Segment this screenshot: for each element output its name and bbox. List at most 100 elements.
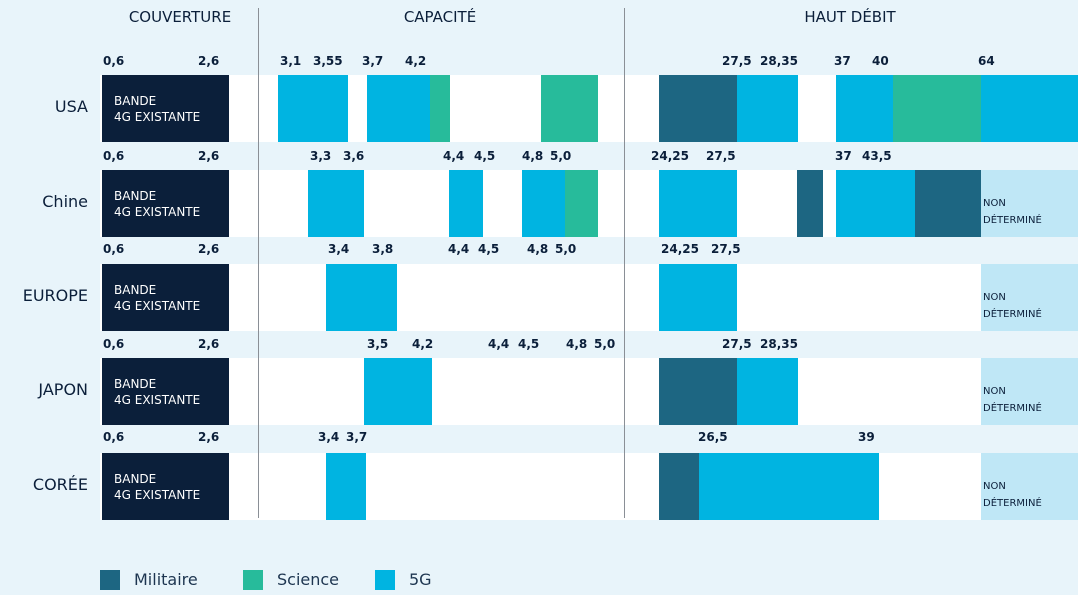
band-block xyxy=(981,75,1078,142)
header: COUVERTURE xyxy=(128,8,232,26)
note-line: NON xyxy=(983,292,1006,303)
row-name: JAPON xyxy=(38,380,88,399)
band-block xyxy=(565,170,598,237)
freq-label: 37 xyxy=(834,54,851,68)
freq-label: 0,6 xyxy=(103,149,125,163)
row-strip xyxy=(100,453,1078,520)
band-block xyxy=(364,358,432,425)
not-determined: NON DÉTERMINÉ xyxy=(981,453,1078,520)
band-block xyxy=(836,170,915,237)
band-block xyxy=(659,358,737,425)
freq-label: 28,35 xyxy=(760,54,798,68)
freq-label: 27,5 xyxy=(722,54,752,68)
freq-label: 5,0 xyxy=(555,242,577,256)
box-line: BANDE xyxy=(114,376,157,391)
freq-label: 2,6 xyxy=(198,242,220,256)
freq-label: 3,6 xyxy=(343,149,365,163)
legend-label: Militaire xyxy=(134,570,198,589)
separator xyxy=(258,8,259,518)
freq-label: 40 xyxy=(872,54,889,68)
band-block xyxy=(659,170,737,237)
freq-label: 4,2 xyxy=(405,54,427,68)
freq-label: 4,4 xyxy=(443,149,465,163)
freq-label: 4,5 xyxy=(518,337,540,351)
band-block xyxy=(449,170,483,237)
freq-label: 43,5 xyxy=(862,149,892,163)
band-block xyxy=(430,75,450,142)
header: HAUT DÉBIT xyxy=(804,8,896,26)
freq-label: 2,6 xyxy=(198,149,220,163)
freq-label: 3,55 xyxy=(313,54,343,68)
band-block xyxy=(737,358,798,425)
legend-swatch xyxy=(100,570,120,590)
freq-label: 0,6 xyxy=(103,430,125,444)
note-line: NON xyxy=(983,198,1006,209)
band-block xyxy=(326,264,397,331)
freq-label: 27,5 xyxy=(711,242,741,256)
existing-band: BANDE 4G EXISTANTE xyxy=(102,358,229,425)
band-block xyxy=(367,75,430,142)
row-name: CORÉE xyxy=(32,475,88,494)
freq-label: 0,6 xyxy=(103,54,125,68)
band-block xyxy=(836,75,893,142)
freq-label: 28,35 xyxy=(760,337,798,351)
freq-label: 0,6 xyxy=(103,337,125,351)
freq-label: 5,0 xyxy=(550,149,572,163)
not-determined: NON DÉTERMINÉ xyxy=(981,358,1078,425)
freq-label: 24,25 xyxy=(661,242,699,256)
band-block xyxy=(278,75,348,142)
freq-label: 2,6 xyxy=(198,54,220,68)
box-line: 4G EXISTANTE xyxy=(114,392,201,407)
row-name: Chine xyxy=(42,192,88,211)
freq-label: 4,4 xyxy=(488,337,510,351)
band-block xyxy=(699,453,879,520)
legend-label: 5G xyxy=(409,570,432,589)
freq-label: 39 xyxy=(858,430,875,444)
note-line: DÉTERMINÉ xyxy=(983,309,1042,320)
band-block xyxy=(737,75,798,142)
freq-label: 26,5 xyxy=(698,430,728,444)
freq-label: 3,8 xyxy=(372,242,394,256)
box-line: 4G EXISTANTE xyxy=(114,204,201,219)
freq-label: 3,3 xyxy=(310,149,332,163)
row-name: USA xyxy=(54,97,88,116)
box-line: BANDE xyxy=(114,471,157,486)
not-determined: NON DÉTERMINÉ xyxy=(981,264,1078,331)
freq-label: 27,5 xyxy=(706,149,736,163)
box-line: 4G EXISTANTE xyxy=(114,109,201,124)
band-block xyxy=(541,75,598,142)
band-block xyxy=(659,264,737,331)
box-line: 4G EXISTANTE xyxy=(114,298,201,313)
legend-swatch xyxy=(243,570,263,590)
legend-label: Science xyxy=(277,570,340,589)
band-block xyxy=(797,170,823,237)
freq-label: 4,4 xyxy=(448,242,470,256)
freq-label: 3,5 xyxy=(367,337,389,351)
band-block xyxy=(893,75,981,142)
freq-label: 37 xyxy=(835,149,852,163)
note-line: DÉTERMINÉ xyxy=(983,403,1042,414)
freq-label: 27,5 xyxy=(722,337,752,351)
freq-label: 3,4 xyxy=(328,242,350,256)
band-block xyxy=(308,170,364,237)
freq-label: 3,7 xyxy=(346,430,368,444)
freq-label: 4,5 xyxy=(474,149,496,163)
freq-label: 24,25 xyxy=(651,149,689,163)
freq-label: 4,8 xyxy=(527,242,549,256)
not-determined: NON DÉTERMINÉ xyxy=(981,170,1078,237)
legend-swatch xyxy=(375,570,395,590)
freq-label: 3,4 xyxy=(318,430,340,444)
freq-label: 3,1 xyxy=(280,54,302,68)
box-line: BANDE xyxy=(114,282,157,297)
box-line: BANDE xyxy=(114,93,157,108)
band-block xyxy=(659,453,699,520)
band-block xyxy=(659,75,737,142)
note-line: NON xyxy=(983,386,1006,397)
note-line: NON xyxy=(983,481,1006,492)
freq-label: 4,8 xyxy=(522,149,544,163)
freq-label: 4,2 xyxy=(412,337,434,351)
freq-label: 3,7 xyxy=(362,54,384,68)
band-block xyxy=(326,453,366,520)
freq-label: 4,8 xyxy=(566,337,588,351)
